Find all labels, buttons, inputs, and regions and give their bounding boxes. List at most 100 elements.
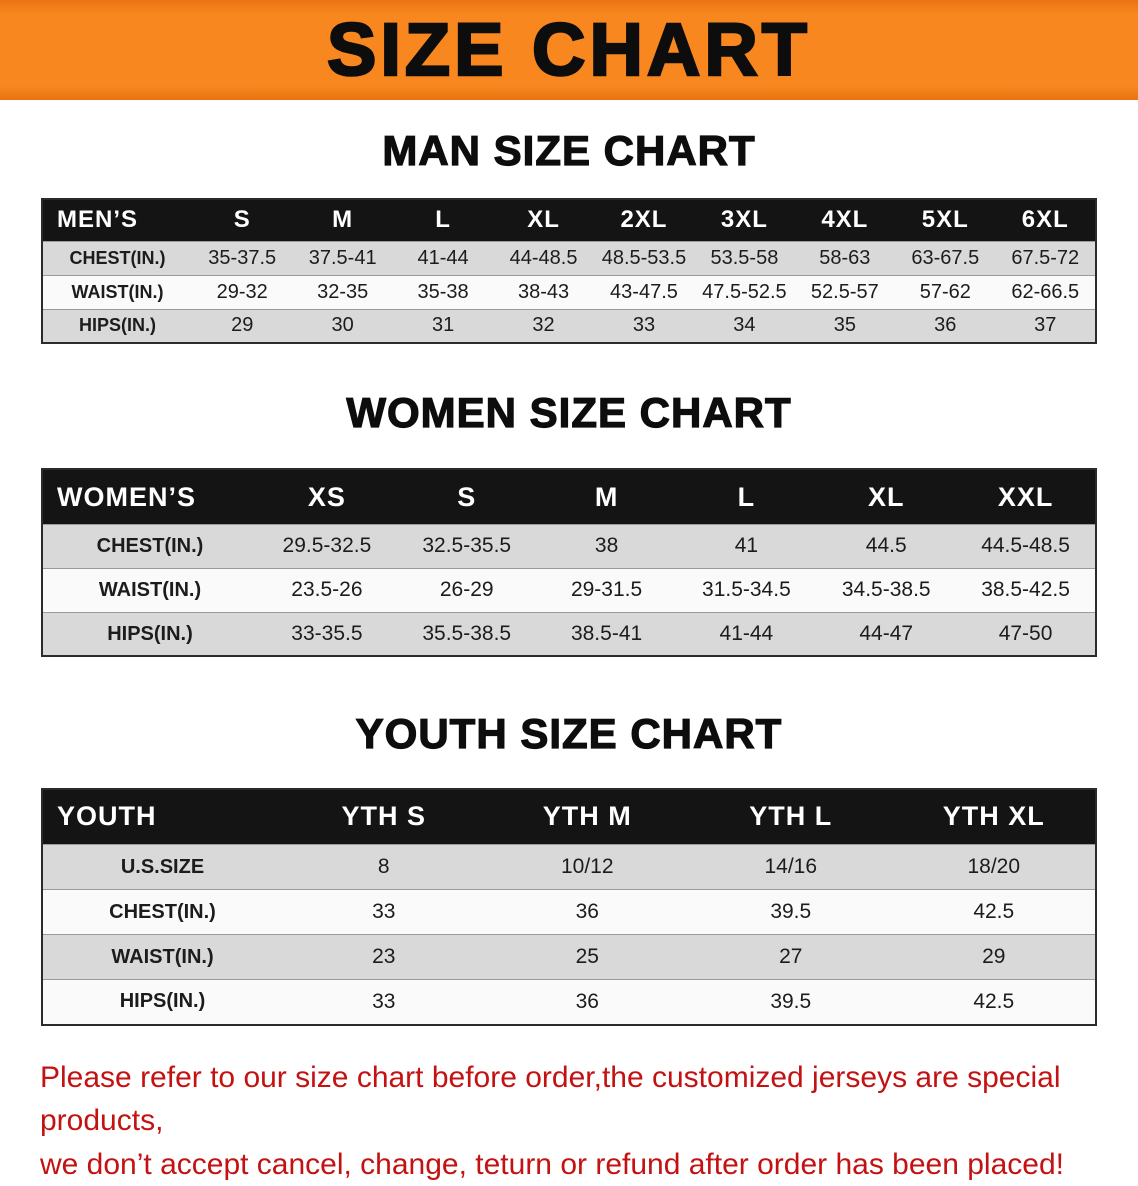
size-column-header-3xl: 3XL xyxy=(694,199,795,242)
youth-measurement-row: HIPS(IN.) 33 36 39.5 42.5 xyxy=(42,979,1096,1025)
man-size-section: MAN SIZE CHART MEN’S S M L XL 2XL 3XL 4XL 5XL 6XL… xyxy=(0,127,1138,345)
size-column-header-yth-xl: YTH XL xyxy=(892,788,1096,845)
size-value: 44.5-48.5 xyxy=(981,534,1070,558)
disclaimer-line-1: Please refer to our size chart before or… xyxy=(40,1060,1061,1138)
women-table-header-row: WOMEN’S XS S M L XL XXL xyxy=(42,469,1096,525)
size-value: 44.5 xyxy=(865,534,907,558)
size-value: 38-43 xyxy=(517,280,570,303)
size-value: 67.5-72 xyxy=(1011,246,1080,269)
size-value: 37 xyxy=(1034,314,1057,337)
youth-size-section: YOUTH SIZE CHART YOUTH YTH S YTH M YTH L YTH… xyxy=(0,710,1138,1026)
youth-measurement-row: WAIST(IN.) 23 25 27 29 xyxy=(42,934,1096,980)
size-value: 52.5-57 xyxy=(810,280,879,303)
disclaimer-text: Please refer to our size chart before or… xyxy=(40,1056,1108,1186)
size-column-header-xxl: XXL xyxy=(956,469,1096,525)
size-value: 10/12 xyxy=(560,855,614,879)
size-column-header-4xl: 4XL xyxy=(794,199,896,242)
size-value: 32 xyxy=(532,314,555,337)
size-value: 39.5 xyxy=(770,900,812,924)
size-value: 34 xyxy=(733,314,756,337)
size-column-header-s: S xyxy=(192,199,293,242)
size-value: 34.5-38.5 xyxy=(841,578,931,602)
women-measurement-row: WAIST(IN.) 23.5-26 26-29 29-31.5 31.5-34.5 34… xyxy=(42,568,1096,613)
women-measurement-row: HIPS(IN.) 33-35.5 35.5-38.5 38.5-41 41-44 44-… xyxy=(42,612,1096,657)
size-value: 29-32 xyxy=(216,280,268,303)
size-value: 63-67.5 xyxy=(911,246,980,269)
size-value: 58-63 xyxy=(819,246,871,269)
row-label: CHEST(IN.) xyxy=(69,247,166,268)
size-column-header-6xl: 6XL xyxy=(995,199,1096,242)
row-label: HIPS(IN.) xyxy=(119,990,206,1013)
row-label: CHEST(IN.) xyxy=(96,534,204,557)
row-label: HIPS(IN.) xyxy=(107,622,193,645)
size-value: 38.5-42.5 xyxy=(981,578,1070,602)
size-column-header-xs: XS xyxy=(257,469,397,525)
size-column-header-m: M xyxy=(292,199,393,242)
size-column-header-xl: XL xyxy=(816,469,957,525)
size-value: 41-44 xyxy=(417,246,469,269)
size-chart-banner: SIZE CHART xyxy=(0,0,1138,100)
row-label: CHEST(IN.) xyxy=(109,900,216,923)
women-size-table: WOMEN’S XS S M L XL XXL CHEST(IN.) 29.5-32.5 32.5… xyxy=(41,468,1097,658)
size-value: 36 xyxy=(575,989,599,1013)
size-column-header-2xl: 2XL xyxy=(593,199,695,242)
size-value: 23 xyxy=(372,945,396,969)
youth-table-title: YOUTH xyxy=(42,788,282,845)
size-column-header-l: L xyxy=(392,199,494,242)
size-value: 47.5-52.5 xyxy=(702,280,787,303)
disclaimer-line-2: we don’t accept cancel, change, teturn o… xyxy=(40,1147,1064,1181)
size-value: 43-47.5 xyxy=(610,280,678,303)
men-measurement-row: WAIST(IN.) 29-32 32-35 35-38 38-43 43-47.5 47.… xyxy=(42,275,1096,310)
women-measurement-row: CHEST(IN.) 29.5-32.5 32.5-35.5 38 41 44.5 44.5… xyxy=(42,524,1096,569)
youth-measurement-row: U.S.SIZE 8 10/12 14/16 18/20 xyxy=(42,844,1096,890)
size-value: 26-29 xyxy=(439,578,494,602)
size-column-header-yth-l: YTH L xyxy=(689,788,893,845)
youth-table-header-row: YOUTH YTH S YTH M YTH L YTH XL xyxy=(42,788,1096,845)
size-value: 23.5-26 xyxy=(291,578,363,602)
size-value: 32-35 xyxy=(317,280,369,303)
men-table-header-row: MEN’S S M L XL 2XL 3XL 4XL 5XL 6XL xyxy=(42,199,1096,242)
size-value: 42.5 xyxy=(973,989,1015,1013)
youth-size-chart-heading: YOUTH SIZE CHART xyxy=(355,710,783,758)
size-column-header-yth-s: YTH S xyxy=(282,788,486,845)
women-size-section: WOMEN SIZE CHART WOMEN’S XS S M L XL XXL CHEST(… xyxy=(0,389,1138,658)
row-label: WAIST(IN.) xyxy=(111,945,214,968)
size-value: 32.5-35.5 xyxy=(422,534,512,558)
size-value: 33-35.5 xyxy=(291,622,363,646)
size-value: 33 xyxy=(372,900,396,924)
size-value: 38 xyxy=(594,534,619,558)
size-column-header-xl: XL xyxy=(493,199,594,242)
size-value: 38.5-41 xyxy=(570,622,643,646)
size-value: 31 xyxy=(431,314,455,337)
size-value: 44-48.5 xyxy=(509,246,578,269)
women-size-chart-heading: WOMEN SIZE CHART xyxy=(346,389,792,437)
size-column-header-m: M xyxy=(536,469,677,525)
size-value: 31.5-34.5 xyxy=(702,578,791,602)
size-column-header-s: S xyxy=(396,469,537,525)
youth-measurement-row: CHEST(IN.) 33 36 39.5 42.5 xyxy=(42,889,1096,935)
size-value: 36 xyxy=(575,900,599,924)
men-measurement-row: CHEST(IN.) 35-37.5 37.5-41 41-44 44-48.5 48.5… xyxy=(42,241,1096,276)
size-column-header-5xl: 5XL xyxy=(895,199,996,242)
man-size-table: MEN’S S M L XL 2XL 3XL 4XL 5XL 6XL CHEST(IN.) 35-37… xyxy=(41,198,1097,345)
size-value: 33 xyxy=(632,314,656,337)
men-measurement-row: HIPS(IN.) 29 30 31 32 33 34 35 36 37 xyxy=(42,309,1096,344)
size-value: 37.5-41 xyxy=(308,246,377,269)
size-value: 35-37.5 xyxy=(208,246,277,269)
row-label: WAIST(IN.) xyxy=(71,281,164,302)
size-value: 18/20 xyxy=(967,855,1021,879)
size-value: 8 xyxy=(377,855,390,879)
size-value: 29 xyxy=(982,945,1006,969)
size-column-header-l: L xyxy=(676,469,817,525)
size-value: 30 xyxy=(331,314,354,337)
size-value: 14/16 xyxy=(764,855,818,879)
size-value: 62-66.5 xyxy=(1011,280,1080,303)
size-value: 29.5-32.5 xyxy=(282,534,372,558)
row-label: U.S.SIZE xyxy=(120,855,205,878)
size-value: 53.5-58 xyxy=(710,246,779,269)
banner-title: SIZE CHART xyxy=(326,8,811,91)
size-value: 27 xyxy=(779,945,803,969)
size-value: 44-47 xyxy=(859,622,914,646)
size-value: 35.5-38.5 xyxy=(422,622,512,646)
size-value: 41 xyxy=(734,534,759,558)
